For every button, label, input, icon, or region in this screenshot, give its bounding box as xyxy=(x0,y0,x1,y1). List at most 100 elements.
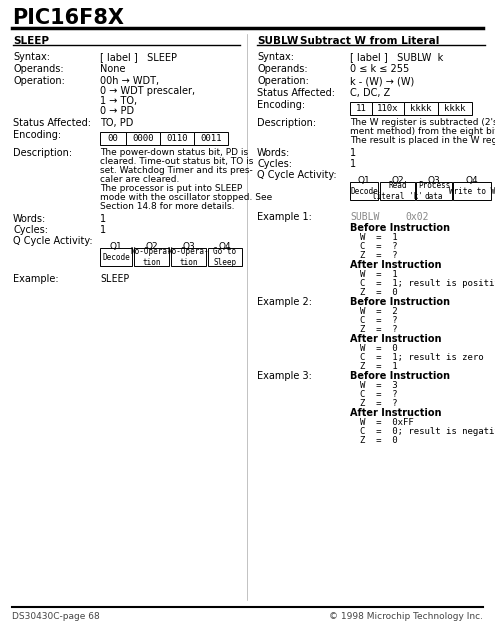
Text: Description:: Description: xyxy=(13,148,72,158)
Text: k - (W) → (W): k - (W) → (W) xyxy=(350,76,414,86)
Text: 0x02: 0x02 xyxy=(405,212,429,222)
Text: C  =  ?: C = ? xyxy=(360,316,397,325)
Text: Before Instruction: Before Instruction xyxy=(350,371,450,381)
Text: Section 14.8 for more details.: Section 14.8 for more details. xyxy=(100,202,235,211)
Text: 110x: 110x xyxy=(377,104,399,113)
Bar xyxy=(100,248,132,266)
Text: Decode: Decode xyxy=(102,253,130,262)
Text: Status Affected:: Status Affected: xyxy=(13,118,91,128)
Text: Example 1:: Example 1: xyxy=(257,212,312,222)
Bar xyxy=(208,248,242,266)
Bar xyxy=(438,102,472,115)
Text: © 1998 Microchip Technology Inc.: © 1998 Microchip Technology Inc. xyxy=(329,612,483,621)
Text: Encoding:: Encoding: xyxy=(13,130,61,140)
Text: Z  =  0: Z = 0 xyxy=(360,288,397,297)
Bar xyxy=(372,102,404,115)
Bar xyxy=(126,132,160,145)
Text: Z  =  1: Z = 1 xyxy=(360,362,397,371)
Text: 1: 1 xyxy=(100,225,106,235)
Text: Status Affected:: Status Affected: xyxy=(257,88,335,98)
Text: SUBLW: SUBLW xyxy=(257,36,298,46)
Bar xyxy=(453,182,491,200)
Text: Z  =  ?: Z = ? xyxy=(360,399,397,408)
Text: Go to
Sleep: Go to Sleep xyxy=(213,247,237,267)
Text: Z  =  ?: Z = ? xyxy=(360,251,397,260)
Text: 11: 11 xyxy=(355,104,366,113)
Text: C  =  1; result is positive: C = 1; result is positive xyxy=(360,279,495,288)
Text: Encoding:: Encoding: xyxy=(257,100,305,110)
Text: C  =  0; result is negative: C = 0; result is negative xyxy=(360,427,495,436)
Bar xyxy=(100,132,126,145)
Text: Syntax:: Syntax: xyxy=(257,52,294,62)
Text: Read
literal 'k': Read literal 'k' xyxy=(372,181,423,201)
Text: Q3: Q3 xyxy=(182,241,195,250)
Text: W  =  3: W = 3 xyxy=(360,381,397,390)
Text: set. Watchdog Timer and its pres-: set. Watchdog Timer and its pres- xyxy=(100,166,253,175)
Text: W  =  1: W = 1 xyxy=(360,233,397,242)
Text: Description:: Description: xyxy=(257,118,316,128)
Bar xyxy=(416,182,452,200)
Text: Example 3:: Example 3: xyxy=(257,371,312,381)
Bar xyxy=(404,102,438,115)
Text: 0 → WDT prescaler,: 0 → WDT prescaler, xyxy=(100,86,195,96)
Text: 00: 00 xyxy=(107,134,118,143)
Text: Q1: Q1 xyxy=(109,241,122,250)
Text: None: None xyxy=(100,64,126,74)
Bar xyxy=(160,132,194,145)
Bar xyxy=(194,132,228,145)
Text: Z  =  ?: Z = ? xyxy=(360,325,397,334)
Text: After Instruction: After Instruction xyxy=(350,334,442,344)
Text: PIC16F8X: PIC16F8X xyxy=(12,8,124,28)
Text: caler are cleared.: caler are cleared. xyxy=(100,175,179,184)
Text: cleared. Time-out status bit, TO is: cleared. Time-out status bit, TO is xyxy=(100,157,253,166)
Text: 00h → WDT,: 00h → WDT, xyxy=(100,76,159,86)
Text: SLEEP: SLEEP xyxy=(13,36,49,46)
Text: Operands:: Operands: xyxy=(13,64,64,74)
Bar xyxy=(134,248,169,266)
Text: 1: 1 xyxy=(100,214,106,224)
Text: 0000: 0000 xyxy=(132,134,154,143)
Text: Z  =  0: Z = 0 xyxy=(360,436,397,445)
Text: Operands:: Operands: xyxy=(257,64,307,74)
Text: mode with the oscillator stopped. See: mode with the oscillator stopped. See xyxy=(100,193,272,202)
Text: 0 → PD: 0 → PD xyxy=(100,106,134,116)
Text: W  =  2: W = 2 xyxy=(360,307,397,316)
Text: Operation:: Operation: xyxy=(257,76,309,86)
Text: Q2: Q2 xyxy=(391,175,404,184)
Text: Before Instruction: Before Instruction xyxy=(350,297,450,307)
Text: Q4: Q4 xyxy=(219,241,231,250)
Text: No-Opera-
tion: No-Opera- tion xyxy=(131,247,172,267)
Text: 1: 1 xyxy=(350,159,356,169)
Text: Write to W: Write to W xyxy=(449,186,495,195)
Text: kkkk: kkkk xyxy=(410,104,432,113)
Text: 0110: 0110 xyxy=(166,134,188,143)
Text: W  =  0xFF: W = 0xFF xyxy=(360,418,414,427)
Text: [ label ]   SUBLW  k: [ label ] SUBLW k xyxy=(350,52,443,62)
Text: Example 2:: Example 2: xyxy=(257,297,312,307)
Text: C, DC, Z: C, DC, Z xyxy=(350,88,390,98)
Text: No-Opera-
tion: No-Opera- tion xyxy=(168,247,209,267)
Bar xyxy=(171,248,206,266)
Text: Before Instruction: Before Instruction xyxy=(350,223,450,233)
Text: W  =  1: W = 1 xyxy=(360,270,397,279)
Text: TO, PD: TO, PD xyxy=(100,118,133,128)
Text: Q3: Q3 xyxy=(428,175,441,184)
Text: Q4: Q4 xyxy=(466,175,478,184)
Text: C  =  ?: C = ? xyxy=(360,242,397,251)
Text: Q Cycle Activity:: Q Cycle Activity: xyxy=(257,170,337,180)
Text: [ label ]   SLEEP: [ label ] SLEEP xyxy=(100,52,177,62)
Text: Q1: Q1 xyxy=(357,175,370,184)
Text: kkkk: kkkk xyxy=(444,104,466,113)
Text: The W register is subtracted (2's comple-: The W register is subtracted (2's comple… xyxy=(350,118,495,127)
Bar xyxy=(350,102,372,115)
Text: Q Cycle Activity:: Q Cycle Activity: xyxy=(13,236,93,246)
Text: Syntax:: Syntax: xyxy=(13,52,50,62)
Text: The power-down status bit, PD is: The power-down status bit, PD is xyxy=(100,148,248,157)
Text: Cycles:: Cycles: xyxy=(257,159,292,169)
Text: Words:: Words: xyxy=(257,148,290,158)
Text: Words:: Words: xyxy=(13,214,46,224)
Bar xyxy=(350,182,378,200)
Text: 0011: 0011 xyxy=(200,134,222,143)
Text: Example:: Example: xyxy=(13,274,58,284)
Text: The result is placed in the W register.: The result is placed in the W register. xyxy=(350,136,495,145)
